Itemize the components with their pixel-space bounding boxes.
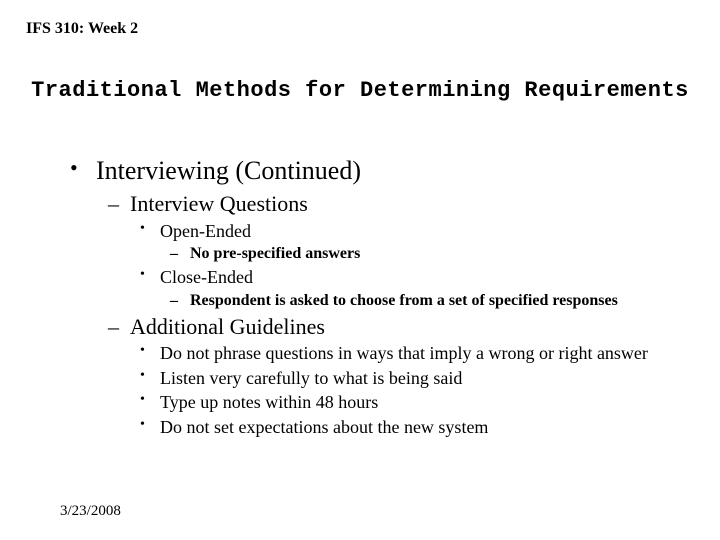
slide-date: 3/23/2008: [60, 503, 121, 520]
l3-item-listen: Listen very carefully to what is being s…: [130, 367, 690, 390]
level1-list: Interviewing (Continued) Interview Quest…: [60, 155, 690, 438]
l4-text: Respondent is asked to choose from a set…: [190, 292, 618, 309]
l3-text: Do not phrase questions in ways that imp…: [160, 343, 648, 363]
l3-text: Open-Ended: [160, 221, 251, 241]
level4-list-close: Respondent is asked to choose from a set…: [160, 291, 690, 311]
slide-content: Interviewing (Continued) Interview Quest…: [60, 155, 690, 440]
level4-list-open: No pre-specified answers: [160, 244, 690, 264]
level3-list-guidelines: Do not phrase questions in ways that imp…: [130, 342, 690, 438]
l4-item-respondent: Respondent is asked to choose from a set…: [160, 291, 690, 311]
l1-item-interviewing: Interviewing (Continued) Interview Quest…: [60, 155, 690, 438]
l3-item-phrase: Do not phrase questions in ways that imp…: [130, 342, 690, 365]
l2-item-guidelines: Additional Guidelines Do not phrase ques…: [96, 313, 690, 439]
l2-item-questions: Interview Questions Open-Ended No pre-sp…: [96, 190, 690, 311]
l3-item-close-ended: Close-Ended Respondent is asked to choos…: [130, 266, 690, 311]
l3-item-typeup: Type up notes within 48 hours: [130, 391, 690, 414]
slide: IFS 310: Week 2 Traditional Methods for …: [0, 0, 720, 540]
l4-text: No pre-specified answers: [190, 245, 360, 262]
level2-list: Interview Questions Open-Ended No pre-sp…: [96, 190, 690, 438]
l4-item-no-prespecified: No pre-specified answers: [160, 244, 690, 264]
l3-text: Listen very carefully to what is being s…: [160, 368, 462, 388]
l2-text: Interview Questions: [130, 191, 308, 216]
l3-text: Close-Ended: [160, 267, 253, 287]
level3-list-questions: Open-Ended No pre-specified answers Clos…: [130, 220, 690, 311]
l1-text: Interviewing (Continued): [96, 156, 361, 185]
l2-text: Additional Guidelines: [130, 314, 325, 339]
l3-text: Type up notes within 48 hours: [160, 392, 378, 412]
slide-title: Traditional Methods for Determining Requ…: [0, 78, 720, 103]
l3-item-open-ended: Open-Ended No pre-specified answers: [130, 220, 690, 265]
l3-text: Do not set expectations about the new sy…: [160, 417, 488, 437]
l3-item-expectations: Do not set expectations about the new sy…: [130, 416, 690, 439]
slide-header: IFS 310: Week 2: [26, 20, 138, 38]
